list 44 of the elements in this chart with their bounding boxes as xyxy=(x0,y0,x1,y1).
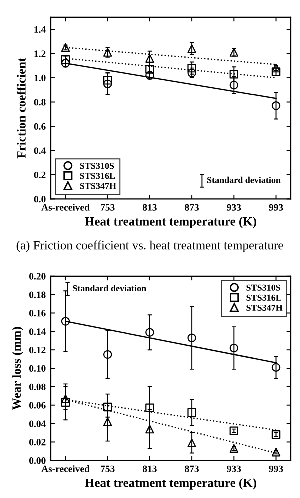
y-tick-label: 0.4 xyxy=(34,148,46,154)
x-axis-title: Heat treatment temperature (K) xyxy=(85,478,256,490)
y-tick-label: 0.6 xyxy=(34,123,46,130)
x-tick-label: 873 xyxy=(185,466,200,472)
legend-label: STS316L xyxy=(246,294,282,301)
annotation: Standard deviation xyxy=(207,176,281,184)
x-tick-label: 813 xyxy=(142,204,157,211)
x-tick-label: As-received xyxy=(42,466,90,472)
y-tick-label: 0.06 xyxy=(29,402,46,409)
y-tick-label: 0.2 xyxy=(34,172,46,178)
x-tick-label: 873 xyxy=(185,204,200,211)
x-tick-label: 753 xyxy=(101,204,115,211)
legend-label: STS310S xyxy=(80,163,114,170)
y-tick-label: 0.0 xyxy=(34,196,46,203)
y-tick-label: 0.12 xyxy=(29,347,46,354)
y-tick-label: 1.4 xyxy=(34,26,46,34)
y-tick-label: 0.20 xyxy=(29,273,46,280)
y-tick-label: 1.0 xyxy=(34,74,46,82)
y-tick-label: 1.2 xyxy=(34,50,46,58)
x-tick-label: 933 xyxy=(227,466,242,472)
legend-label: STS347H xyxy=(80,183,116,190)
y-tick-label: 0.04 xyxy=(29,420,46,428)
x-tick-label: 813 xyxy=(142,466,157,472)
x-tick-label: 993 xyxy=(269,466,284,472)
y-tick-label: 0.18 xyxy=(29,292,46,298)
y-axis-title: Wear loss (mm) xyxy=(12,327,24,410)
y-tick-label: 0.8 xyxy=(34,99,46,106)
x-tick-label: 993 xyxy=(269,204,284,211)
y-tick-label: 0.10 xyxy=(29,365,46,372)
annotation: Standard deviation xyxy=(73,285,146,292)
y-axis-title: Friction coefficient xyxy=(16,58,26,159)
x-tick-label: As-received xyxy=(42,204,90,211)
text: (a) Friction coefficient vs. heat treatment temperature xyxy=(16,240,284,252)
y-tick-label: 0.00 xyxy=(29,458,46,464)
x-tick-label: 753 xyxy=(101,466,115,472)
legend-label: STS316L xyxy=(80,173,116,180)
x-tick-label: 933 xyxy=(227,204,242,211)
y-tick-label: 0.02 xyxy=(29,439,46,446)
y-tick-label: 0.14 xyxy=(29,328,46,336)
x-axis-title: Heat treatment temperature (K) xyxy=(85,217,256,228)
y-tick-label: 0.16 xyxy=(29,310,46,317)
y-tick-label: 0.08 xyxy=(29,384,46,390)
legend-label: STS310S xyxy=(246,284,280,291)
legend-label: STS347H xyxy=(246,304,283,312)
